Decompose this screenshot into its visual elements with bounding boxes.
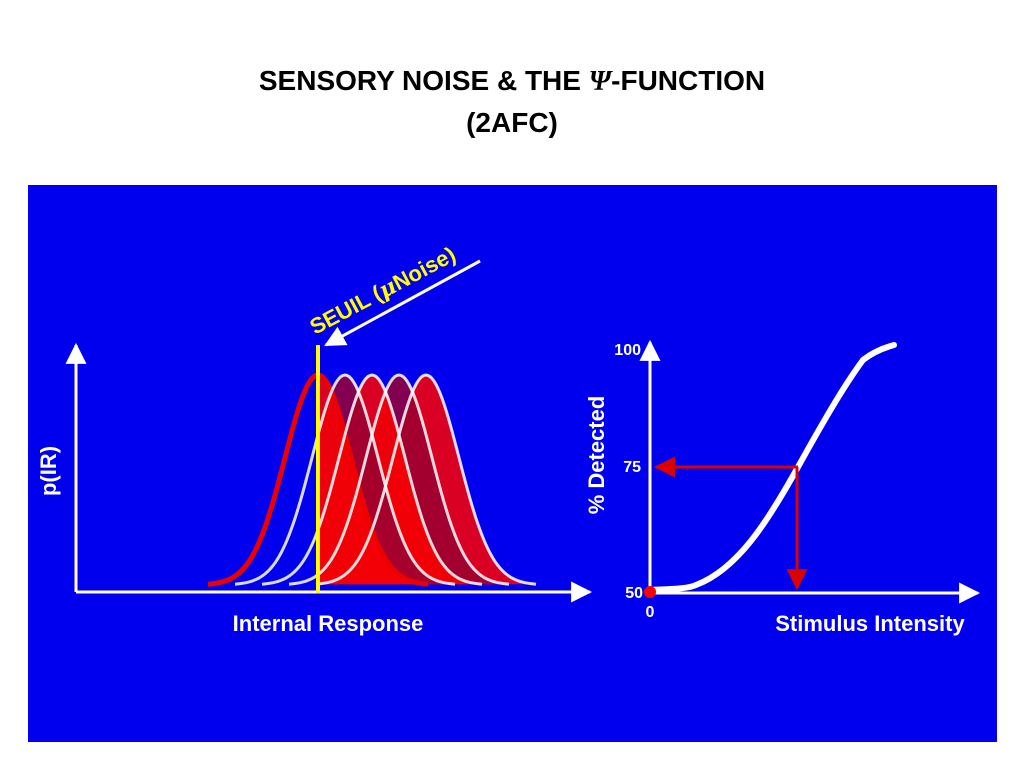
origin-dot [644,586,656,598]
signal-distribution-curve-3 [288,373,510,586]
y-tick-100: 100 [614,342,641,359]
threshold-label: SEUIL (μNoise) [306,242,461,341]
signal-distribution-curve-1 [234,373,456,586]
left-x-axis-label: Internal Response [233,611,424,636]
right-y-axis-label: % Detected [584,396,609,515]
left-diagram: SEUIL (μNoise) p(IR) Internal Response [36,242,593,636]
right-x-axis-label: Stimulus Intensity [775,611,965,636]
x-tick-0: 0 [646,604,655,621]
psi-symbol: Ψ [588,66,612,97]
title-suffix: -FUNCTION [611,65,766,96]
signal-distribution-curve-2 [261,373,483,586]
y-tick-75: 75 [623,459,641,476]
threshold-label-suffix: Noise) [389,242,460,296]
y-tick-50: 50 [625,585,643,602]
signal-distribution-curve-4 [315,373,537,586]
threshold-pointer-arrow [324,259,481,347]
distribution-fills [318,375,536,585]
title-prefix: SENSORY NOISE & THE [258,65,589,96]
diagram-canvas: SEUIL (μNoise) p(IR) Internal Response 1… [36,242,981,636]
left-y-axis-label: p(IR) [36,446,61,496]
threshold-label-prefix: SEUIL ( [306,280,387,339]
diagram-panel: SEUIL (μNoise) p(IR) Internal Response 1… [28,185,997,742]
page-title-line1: SENSORY NOISE & THE Ψ-FUNCTION [0,64,1024,99]
page-title-line2: (2AFC) [466,107,558,138]
right-diagram: 100 75 50 0 % Detected Stimulus Intensit… [584,339,981,636]
